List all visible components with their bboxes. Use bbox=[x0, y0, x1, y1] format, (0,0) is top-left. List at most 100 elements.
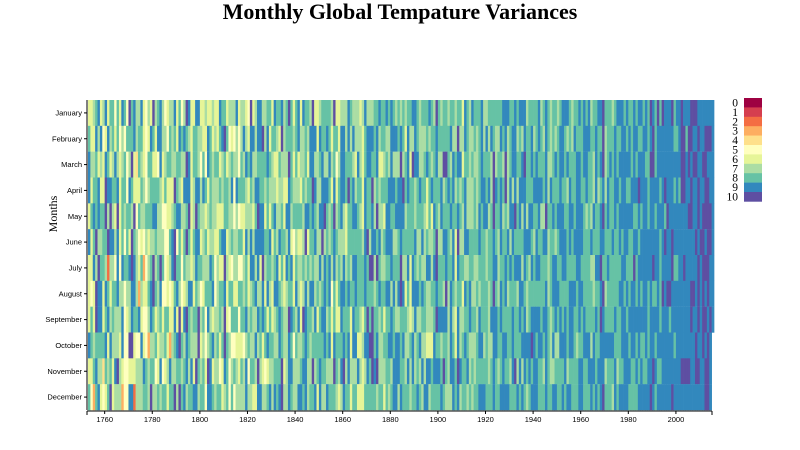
heatmap-cell bbox=[633, 384, 636, 411]
heatmap-cell bbox=[318, 151, 322, 178]
heatmap-cell bbox=[499, 280, 503, 307]
heatmap-cell bbox=[218, 332, 222, 359]
heatmap-cell bbox=[137, 177, 141, 204]
heatmap-cell bbox=[475, 306, 479, 333]
heatmap-cell bbox=[207, 255, 210, 282]
heatmap-cell bbox=[333, 125, 336, 152]
heatmap-cell bbox=[216, 151, 220, 178]
heatmap-cell bbox=[133, 280, 136, 307]
heatmap-cell bbox=[126, 203, 129, 230]
heatmap-cell bbox=[614, 255, 617, 282]
heatmap-cell bbox=[147, 280, 151, 307]
heatmap-cell bbox=[226, 229, 229, 256]
heatmap-cell bbox=[633, 332, 636, 359]
heatmap-cell bbox=[487, 125, 491, 152]
heatmap-cell bbox=[709, 332, 712, 359]
heatmap-cell bbox=[261, 125, 265, 152]
heatmap-cell bbox=[335, 358, 339, 385]
heatmap-cell bbox=[594, 177, 598, 204]
heatmap-cell bbox=[295, 177, 298, 204]
heatmap-cell bbox=[197, 280, 201, 307]
heatmap-cell bbox=[640, 151, 643, 178]
heatmap-cell bbox=[518, 280, 522, 307]
heatmap-cell bbox=[164, 100, 167, 127]
heatmap-cell bbox=[121, 280, 125, 307]
heatmap-cell bbox=[659, 306, 662, 333]
heatmap-cell bbox=[185, 203, 189, 230]
heatmap-cell bbox=[466, 177, 470, 204]
heatmap-cell bbox=[242, 177, 246, 204]
heatmap-cell bbox=[625, 280, 629, 307]
heatmap-cell bbox=[640, 280, 643, 307]
heatmap-cell bbox=[373, 332, 377, 359]
heatmap-cell bbox=[128, 177, 132, 204]
heatmap-cell bbox=[354, 203, 358, 230]
heatmap-cell bbox=[283, 229, 286, 256]
heatmap-cell bbox=[104, 203, 108, 230]
heatmap-cell bbox=[442, 100, 446, 127]
heatmap-cell bbox=[97, 306, 101, 333]
heatmap-cell bbox=[118, 306, 122, 333]
heatmap-cell bbox=[192, 229, 196, 256]
heatmap-cell bbox=[573, 358, 577, 385]
heatmap-cell bbox=[161, 151, 165, 178]
heatmap-cell bbox=[480, 125, 484, 152]
heatmap-cell bbox=[642, 151, 646, 178]
heatmap-cell bbox=[673, 125, 677, 152]
heatmap-cell bbox=[330, 306, 334, 333]
heatmap-cell bbox=[199, 151, 203, 178]
heatmap-cell bbox=[376, 229, 379, 256]
heatmap-cell bbox=[480, 384, 484, 411]
heatmap-cell bbox=[664, 100, 667, 127]
heatmap-cell bbox=[323, 203, 327, 230]
heatmap-cell bbox=[356, 280, 360, 307]
heatmap-cell bbox=[352, 255, 355, 282]
heatmap-cell bbox=[195, 229, 198, 256]
heatmap-cell bbox=[585, 100, 589, 127]
heatmap-cell bbox=[202, 151, 205, 178]
heatmap-cell bbox=[583, 384, 586, 411]
heatmap-cell bbox=[221, 332, 225, 359]
heatmap-cell bbox=[421, 280, 424, 307]
heatmap-cell bbox=[459, 358, 463, 385]
heatmap-cell bbox=[559, 358, 563, 385]
heatmap-cell bbox=[442, 255, 446, 282]
heatmap-cell bbox=[366, 125, 370, 152]
heatmap-cell bbox=[271, 177, 275, 204]
heatmap-cell bbox=[397, 358, 401, 385]
heatmap-cell bbox=[264, 229, 267, 256]
heatmap-cell bbox=[118, 125, 122, 152]
heatmap-cell bbox=[154, 358, 158, 385]
heatmap-cell bbox=[123, 332, 127, 359]
heatmap-cell bbox=[528, 384, 532, 411]
heatmap-cell bbox=[159, 125, 163, 152]
heatmap-cell bbox=[492, 229, 496, 256]
heatmap-cell bbox=[199, 203, 203, 230]
heatmap-cell bbox=[430, 280, 434, 307]
heatmap-cell bbox=[249, 177, 253, 204]
heatmap-cell bbox=[383, 203, 386, 230]
heatmap-cell bbox=[423, 280, 427, 307]
heatmap-cell bbox=[464, 100, 467, 127]
heatmap-cell bbox=[661, 229, 665, 256]
heatmap-cell bbox=[116, 332, 120, 359]
heatmap-cell bbox=[173, 255, 177, 282]
heatmap-cell bbox=[654, 358, 658, 385]
heatmap-cell bbox=[340, 358, 344, 385]
heatmap-cell bbox=[618, 229, 622, 256]
heatmap-cell bbox=[337, 177, 341, 204]
heatmap-cell bbox=[318, 280, 322, 307]
heatmap-cell bbox=[306, 177, 310, 204]
heatmap-cell bbox=[587, 280, 591, 307]
heatmap-cell bbox=[345, 306, 348, 333]
heatmap-cell bbox=[261, 306, 265, 333]
heatmap-cell bbox=[349, 306, 353, 333]
heatmap-cell bbox=[280, 229, 284, 256]
heatmap-cell bbox=[461, 306, 465, 333]
heatmap-cell bbox=[128, 280, 132, 307]
heatmap-cell bbox=[168, 229, 172, 256]
heatmap-cell bbox=[309, 151, 313, 178]
heatmap-cell bbox=[649, 125, 653, 152]
heatmap-cell bbox=[271, 384, 275, 411]
heatmap-cell bbox=[704, 100, 708, 127]
